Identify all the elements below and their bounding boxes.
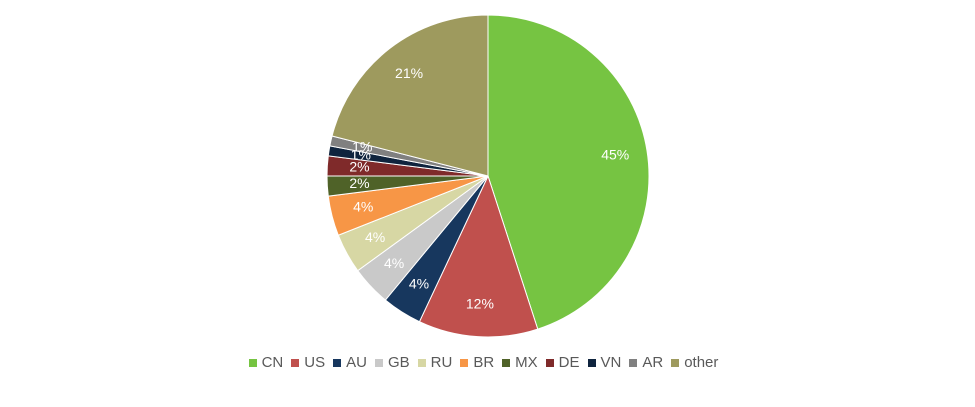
data-label-us: 12%: [466, 295, 494, 311]
data-label-de: 2%: [349, 159, 369, 175]
legend-label-gb: GB: [387, 354, 410, 371]
legend-item-ar: AR: [629, 354, 663, 371]
legend-label-ar: AR: [642, 354, 664, 371]
legend-label-ru: RU: [430, 354, 453, 371]
legend-label-au: AU: [346, 354, 367, 371]
slice-other: [331, 14, 489, 177]
data-label-other: 21%: [395, 65, 423, 81]
legend-item-mx: MX: [502, 354, 538, 371]
legend-item-de: DE: [545, 354, 580, 371]
legend: CN US AU GB RU BR MX DE VN AR other: [0, 354, 975, 371]
legend-swatch-us: [291, 358, 300, 367]
data-label-vn: 1%: [351, 147, 371, 163]
legend-swatch-ar: [629, 358, 638, 367]
legend-label-de: DE: [558, 354, 580, 371]
legend-swatch-ru: [417, 358, 426, 367]
legend-item-au: AU: [333, 354, 367, 371]
legend-label-br: BR: [473, 354, 495, 371]
legend-swatch-de: [545, 358, 554, 367]
legend-label-vn: VN: [600, 354, 622, 371]
legend-swatch-br: [460, 358, 469, 367]
legend-item-vn: VN: [587, 354, 622, 371]
legend-swatch-mx: [502, 358, 511, 367]
legend-label-cn: CN: [261, 354, 284, 371]
data-label-mx: 2%: [349, 175, 369, 191]
legend-swatch-other: [671, 358, 680, 367]
slice-us: [418, 174, 539, 338]
slices-group: [326, 14, 650, 338]
data-label-cn: 45%: [601, 147, 629, 163]
pie-plot-area: 45%12%4%4%4%4%2%2%1%1%21%: [326, 14, 650, 338]
legend-swatch-au: [333, 358, 342, 367]
slice-cn: [487, 14, 650, 330]
legend-label-us: US: [304, 354, 326, 371]
data-label-gb: 4%: [384, 255, 404, 271]
legend-swatch-gb: [374, 358, 383, 367]
data-label-ar: 1%: [352, 139, 372, 155]
data-label-ru: 4%: [365, 229, 385, 245]
legend-label-other: other: [684, 354, 719, 371]
legend-item-gb: GB: [374, 354, 410, 371]
legend-item-ru: RU: [417, 354, 453, 371]
legend-item-us: US: [291, 354, 325, 371]
data-label-au: 4%: [409, 275, 429, 291]
data-label-br: 4%: [353, 199, 373, 215]
legend-label-mx: MX: [515, 354, 538, 371]
legend-item-cn: CN: [248, 354, 284, 371]
legend-swatch-cn: [248, 358, 257, 367]
legend-item-other: other: [671, 354, 718, 371]
legend-item-br: BR: [460, 354, 494, 371]
legend-swatch-vn: [587, 358, 596, 367]
labels-group: 45%12%4%4%4%4%2%2%1%1%21%: [349, 65, 629, 311]
